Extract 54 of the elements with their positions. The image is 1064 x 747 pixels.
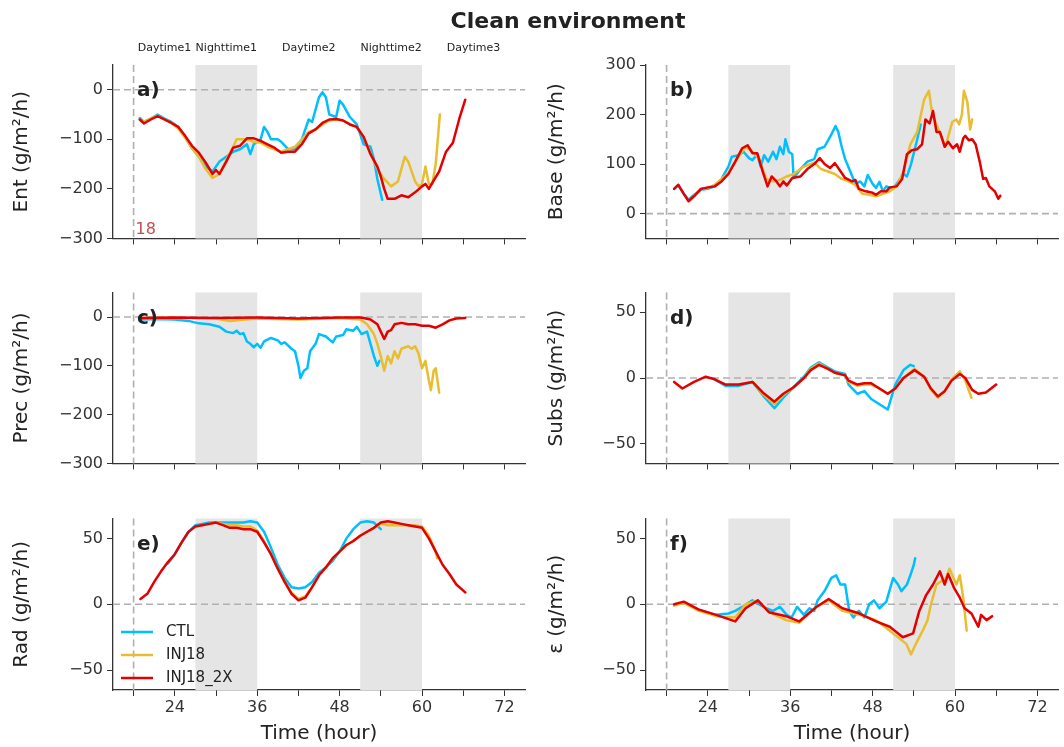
y-tick-label: −300 bbox=[59, 227, 103, 247]
y-tick-label: −200 bbox=[59, 178, 103, 198]
y-axis-title: Base (g/m²/h) bbox=[543, 83, 568, 221]
y-axis-title: Ent (g/m²/h) bbox=[8, 90, 33, 213]
y-tick-label: 200 bbox=[605, 103, 636, 123]
text: Daytime2 bbox=[281, 40, 336, 54]
y-tick-label: 0 bbox=[92, 78, 103, 98]
y-axis-title: Subs (g/m²/h) bbox=[543, 309, 568, 447]
y-tick-label: −300 bbox=[59, 452, 103, 472]
y-tick-label: −50 bbox=[602, 432, 636, 452]
y-tick-label: −100 bbox=[59, 128, 103, 148]
annotation: f) bbox=[670, 530, 688, 555]
x-tick-label: 36 bbox=[780, 696, 801, 716]
x-tick-label: 60 bbox=[944, 696, 966, 716]
legend-label: CTL bbox=[166, 621, 195, 640]
x-tick-label: 36 bbox=[247, 696, 268, 716]
y-tick-label: 0 bbox=[92, 306, 103, 326]
annotation: a) bbox=[137, 77, 160, 102]
y-tick-label: 0 bbox=[92, 593, 103, 613]
x-tick-label: 72 bbox=[494, 696, 515, 716]
y-tick-label: 0 bbox=[625, 593, 636, 613]
x-tick-label: 48 bbox=[329, 696, 350, 716]
y-tick-label: 300 bbox=[605, 54, 636, 74]
text: Daytime1 bbox=[137, 40, 192, 54]
annotation: b) bbox=[670, 77, 694, 102]
y-tick-label: 50 bbox=[82, 527, 103, 547]
annotation: e) bbox=[137, 530, 160, 555]
text: Daytime3 bbox=[446, 40, 501, 54]
chart-title: Clean environment bbox=[449, 8, 687, 33]
text: Nighttime2 bbox=[360, 40, 422, 54]
x-tick-label: 24 bbox=[164, 696, 185, 716]
y-tick-label: 0 bbox=[625, 367, 636, 387]
legend-label: INJ18 bbox=[166, 644, 206, 663]
x-axis-title: Time (hour) bbox=[792, 720, 911, 745]
y-tick-label: 50 bbox=[615, 301, 636, 321]
ref-line-label: 18 bbox=[135, 218, 156, 238]
y-axis-title: ε (g/m²/h) bbox=[543, 554, 568, 654]
legend-label: INJ18_2X bbox=[166, 667, 233, 687]
y-axis-title: Prec (g/m²/h) bbox=[8, 312, 33, 444]
x-tick-label: 60 bbox=[411, 696, 433, 716]
x-axis-title: Time (hour) bbox=[259, 720, 378, 745]
text: Nighttime1 bbox=[195, 40, 257, 54]
x-tick-label: 72 bbox=[1027, 696, 1048, 716]
y-tick-label: −100 bbox=[59, 354, 103, 374]
y-tick-label: 100 bbox=[605, 153, 636, 173]
x-tick-label: 24 bbox=[697, 696, 718, 716]
y-tick-label: 50 bbox=[615, 527, 636, 547]
y-tick-label: 0 bbox=[625, 202, 636, 222]
y-tick-label: −50 bbox=[602, 659, 636, 679]
y-tick-label: −50 bbox=[69, 659, 103, 679]
annotation: d) bbox=[670, 304, 694, 329]
y-axis-title: Rad (g/m²/h) bbox=[8, 540, 33, 668]
x-tick-label: 48 bbox=[862, 696, 883, 716]
y-tick-label: −200 bbox=[59, 403, 103, 423]
